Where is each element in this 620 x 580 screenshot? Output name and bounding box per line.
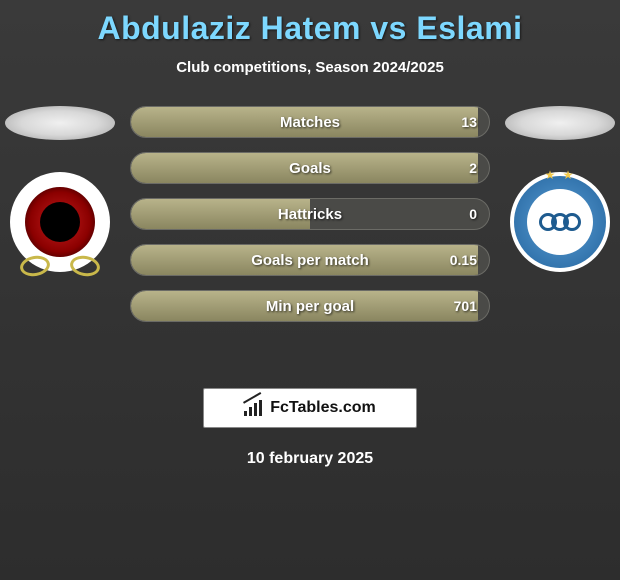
stat-row: Goals per match 0.15 <box>130 244 490 276</box>
stat-row: Min per goal 701 <box>130 290 490 322</box>
player-left-column <box>0 106 120 272</box>
stars-icon: ★ ★ <box>545 168 576 182</box>
stat-label: Matches <box>131 114 489 131</box>
stat-label: Goals <box>131 160 489 177</box>
stats-list: Matches 13 Goals 2 Hattricks 0 Goals per… <box>130 106 490 322</box>
player-left-club-badge <box>10 172 110 272</box>
player-right-club-badge: ★ ★ <box>510 172 610 272</box>
stat-row: Hattricks 0 <box>130 198 490 230</box>
player-left-photo <box>5 106 115 140</box>
stat-label: Goals per match <box>131 252 489 269</box>
player-right-photo <box>505 106 615 140</box>
subtitle: Club competitions, Season 2024/2025 <box>0 59 620 76</box>
stat-value: 701 <box>454 298 477 314</box>
stat-label: Hattricks <box>131 206 489 223</box>
brand-link[interactable]: FcTables.com <box>203 388 417 428</box>
stat-value: 0 <box>469 206 477 222</box>
stat-row: Matches 13 <box>130 106 490 138</box>
page-title: Abdulaziz Hatem vs Eslami <box>0 0 620 47</box>
stat-row: Goals 2 <box>130 152 490 184</box>
stat-value: 0.15 <box>450 252 477 268</box>
bar-chart-icon <box>244 400 264 416</box>
stat-label: Min per goal <box>131 298 489 315</box>
stat-value: 13 <box>461 114 477 130</box>
date-text: 10 february 2025 <box>0 450 620 468</box>
brand-text: FcTables.com <box>270 399 376 417</box>
comparison-area: ★ ★ Matches 13 Goals 2 Hattricks 0 Goals <box>0 106 620 366</box>
player-right-column: ★ ★ <box>500 106 620 272</box>
stat-value: 2 <box>469 160 477 176</box>
